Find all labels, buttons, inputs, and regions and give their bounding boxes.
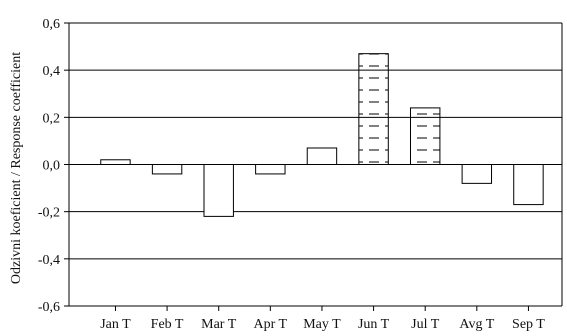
y-axis-ticks: -0,6 -0,4 -0,2 0,0 0,2 0,4 0,6 [38, 17, 69, 315]
x-tick-label: Mar T [201, 317, 237, 332]
bar [461, 164, 493, 184]
bars [100, 53, 544, 217]
x-axis-ticks: Jan T Feb T Mar T Apr T May T Jun T Jul T Avg T… [100, 306, 545, 332]
x-tick-label: Jul T [411, 317, 440, 332]
x-tick-label: Apr T [254, 317, 288, 332]
x-tick-label: Sep T [512, 317, 545, 332]
grid-lines [69, 22, 562, 307]
bar [151, 164, 183, 175]
y-tick-label: -0,2 [38, 206, 60, 221]
x-tick-label: May T [303, 317, 341, 332]
y-tick-label: -0,4 [38, 253, 60, 268]
bar [255, 164, 286, 175]
y-tick-label: 0,6 [43, 17, 61, 32]
y-tick-label: -0,6 [38, 300, 60, 315]
y-tick-label: 0,2 [43, 111, 61, 126]
x-tick-label: Feb T [151, 317, 184, 332]
x-tick-label: Jan T [100, 317, 131, 332]
x-tick-label: Avg T [459, 317, 494, 332]
y-tick-label: 0,0 [43, 159, 61, 174]
bar [409, 107, 441, 165]
x-tick-label: Jun T [358, 317, 390, 332]
bar [100, 159, 131, 166]
y-axis-label: Odzivni koeficient / Response coefficien… [9, 52, 24, 284]
bar [513, 164, 544, 206]
y-tick-label: 0,4 [43, 64, 61, 79]
bar [306, 147, 338, 166]
bar [358, 53, 389, 165]
bar [203, 164, 234, 217]
